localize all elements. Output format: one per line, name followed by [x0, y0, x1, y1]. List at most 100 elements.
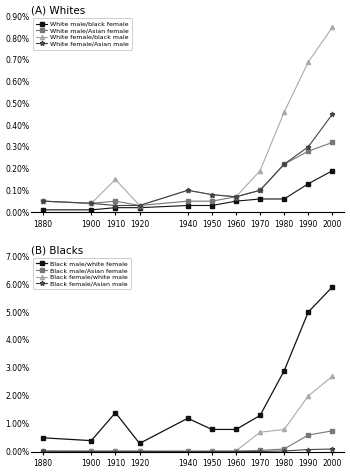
White male/black female — [113, 205, 118, 210]
Black female/Asian male — [113, 449, 118, 455]
Black male/Asian female — [138, 448, 142, 454]
White male/black female — [41, 207, 45, 213]
Black male/white female — [306, 309, 310, 315]
Black female/Asian male — [234, 449, 238, 455]
White female/Asian male — [113, 203, 118, 209]
White female/Asian male — [282, 161, 286, 167]
Black male/Asian female — [306, 432, 310, 438]
Line: Black female/white male: Black female/white male — [41, 374, 335, 453]
White male/Asian female — [89, 201, 93, 206]
White female/Asian male — [138, 203, 142, 209]
Black female/Asian male — [330, 446, 335, 452]
Black male/Asian female — [41, 448, 45, 454]
White male/black female — [330, 168, 335, 173]
White female/black male — [330, 24, 335, 30]
Black male/white female — [89, 438, 93, 444]
Black male/white female — [186, 415, 190, 421]
Black male/Asian female — [186, 448, 190, 454]
Black female/white male — [210, 448, 214, 454]
White female/Asian male — [89, 201, 93, 206]
White male/black female — [89, 207, 93, 213]
Legend: White male/black female, White male/Asian female, White female/black male, White: White male/black female, White male/Asia… — [33, 18, 132, 50]
Line: Black female/Asian male: Black female/Asian male — [41, 447, 335, 454]
White female/Asian male — [41, 198, 45, 204]
Black male/white female — [330, 284, 335, 290]
Black male/white female — [234, 427, 238, 432]
Line: White female/Asian male: White female/Asian male — [41, 112, 335, 208]
White male/black female — [234, 198, 238, 204]
White female/Asian male — [258, 187, 262, 193]
Black female/white male — [258, 429, 262, 435]
Black female/Asian male — [138, 449, 142, 455]
Line: White male/Asian female: White male/Asian female — [41, 141, 334, 207]
Black male/white female — [210, 427, 214, 432]
White male/Asian female — [210, 198, 214, 204]
White female/black male — [306, 59, 310, 65]
Black female/white male — [113, 448, 118, 454]
Black female/Asian male — [210, 449, 214, 455]
White female/black male — [89, 201, 93, 206]
Black female/white male — [306, 393, 310, 399]
Black male/white female — [138, 440, 142, 446]
Black female/white male — [89, 448, 93, 454]
White female/Asian male — [330, 111, 335, 117]
White male/Asian female — [258, 187, 262, 193]
Line: Black male/white female: Black male/white female — [41, 285, 334, 445]
Black male/white female — [282, 368, 286, 374]
Black female/Asian male — [41, 448, 45, 454]
White male/Asian female — [234, 194, 238, 200]
Black female/white male — [41, 448, 45, 454]
White female/black male — [113, 177, 118, 182]
Black male/white female — [258, 413, 262, 419]
Black male/Asian female — [330, 428, 335, 434]
Black female/white male — [282, 427, 286, 432]
White male/black female — [282, 196, 286, 202]
White male/Asian female — [186, 198, 190, 204]
White male/Asian female — [138, 203, 142, 209]
Line: Black male/Asian female: Black male/Asian female — [41, 429, 334, 453]
White female/Asian male — [210, 192, 214, 198]
White female/black male — [234, 194, 238, 200]
White female/Asian male — [306, 144, 310, 150]
White male/black female — [186, 203, 190, 209]
White female/Asian male — [186, 187, 190, 193]
Black male/Asian female — [282, 446, 286, 452]
Black male/Asian female — [258, 447, 262, 453]
Legend: Black male/white female, Black male/Asian female, Black female/white male, Black: Black male/white female, Black male/Asia… — [33, 258, 131, 290]
White female/black male — [186, 187, 190, 193]
Black female/Asian male — [258, 449, 262, 455]
Black female/white male — [330, 374, 335, 379]
Black female/Asian male — [89, 449, 93, 455]
White female/black male — [210, 192, 214, 198]
White female/black male — [258, 168, 262, 173]
White male/black female — [138, 205, 142, 210]
Black female/white male — [234, 448, 238, 454]
Black female/white male — [186, 448, 190, 454]
White male/Asian female — [282, 161, 286, 167]
Black female/Asian male — [306, 447, 310, 452]
Black female/white male — [138, 448, 142, 454]
White male/Asian female — [41, 198, 45, 204]
Black male/Asian female — [234, 448, 238, 454]
Black male/Asian female — [113, 448, 118, 454]
Black male/Asian female — [210, 448, 214, 454]
White male/black female — [210, 203, 214, 209]
White male/Asian female — [306, 148, 310, 154]
White male/black female — [258, 196, 262, 202]
White female/Asian male — [234, 194, 238, 200]
White female/black male — [138, 203, 142, 209]
Black male/white female — [113, 410, 118, 416]
Text: (B) Blacks: (B) Blacks — [31, 246, 83, 255]
Black male/Asian female — [89, 448, 93, 454]
Black male/white female — [41, 435, 45, 441]
Line: White female/black male: White female/black male — [41, 25, 335, 208]
White female/black male — [282, 109, 286, 115]
Black female/Asian male — [186, 449, 190, 455]
Line: White male/black female: White male/black female — [41, 169, 334, 211]
White male/Asian female — [113, 198, 118, 204]
Black female/Asian male — [282, 448, 286, 454]
White male/black female — [306, 181, 310, 187]
White female/black male — [41, 198, 45, 204]
White male/Asian female — [330, 140, 335, 146]
Text: (A) Whites: (A) Whites — [31, 6, 85, 16]
